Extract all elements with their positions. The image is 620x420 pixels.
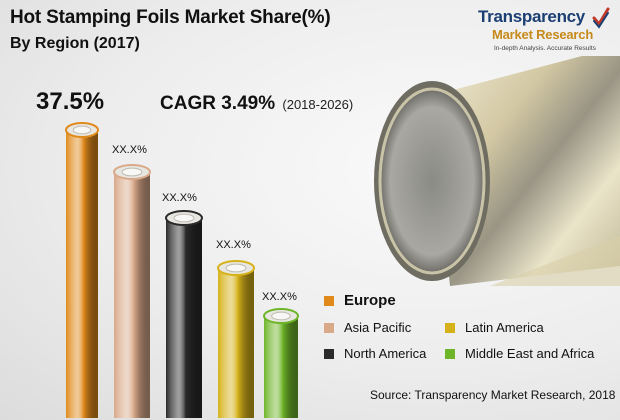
foil-roll-image [374,56,620,286]
bar-core-mea [271,311,291,321]
legend-swatch [445,322,455,333]
bar-shine-mea [264,316,298,418]
source-note: Source: Transparency Market Research, 20… [370,388,616,402]
logo-text-top: Transparency [478,7,585,26]
legend-item-mea: Middle East and Africa [445,346,594,361]
value-label-latin-america: XX.X% [216,239,251,251]
legend-label: Latin America [465,320,544,335]
logo-checkmark-icon [592,7,610,29]
bar-core-north-america [173,213,195,223]
bar-core-asia-pacific [121,167,143,177]
bar-core-europe [72,125,92,135]
legend-swatch [445,348,455,359]
logo-text-bottom: Market Research [492,27,594,42]
legend-label: Middle East and Africa [465,346,595,361]
bar-shine-asia-pacific [114,172,150,418]
chart-subtitle: By Region (2017) [10,35,140,52]
cagr-value: CAGR 3.49% [160,93,276,114]
value-label-north-america: XX.X% [162,192,197,204]
legend-label: Europe [344,292,396,309]
legend-item-europe: Europe [324,292,396,309]
bar-shine-europe [66,130,98,418]
chart-title: Hot Stamping Foils Market Share(%) [10,7,331,28]
value-label-mea: XX.X% [262,291,297,303]
legend-swatch [324,348,334,359]
bar-shine-north-america [166,218,202,418]
bar-core-latin-america [225,263,247,273]
legend-label: North America [344,346,427,361]
cagr-callout: CAGR 3.49% (2018-2026) [160,93,353,115]
legend-item-asia-pacific: Asia Pacific [324,320,411,335]
legend-item-north-america: North America [324,346,426,361]
logo-tagline: In-depth Analysis. Accurate Results [494,45,596,52]
bar-shine-latin-america [218,268,254,418]
brand-logo: Transparency Market Research In-depth An… [478,7,610,65]
legend-item-latin-america: Latin America [445,320,544,335]
legend-swatch [324,322,334,333]
legend-swatch [324,295,334,306]
value-label-europe: 37.5% [36,88,105,115]
legend-label: Asia Pacific [344,320,412,335]
value-label-asia-pacific: XX.X% [112,144,147,156]
cagr-period: (2018-2026) [282,97,354,112]
